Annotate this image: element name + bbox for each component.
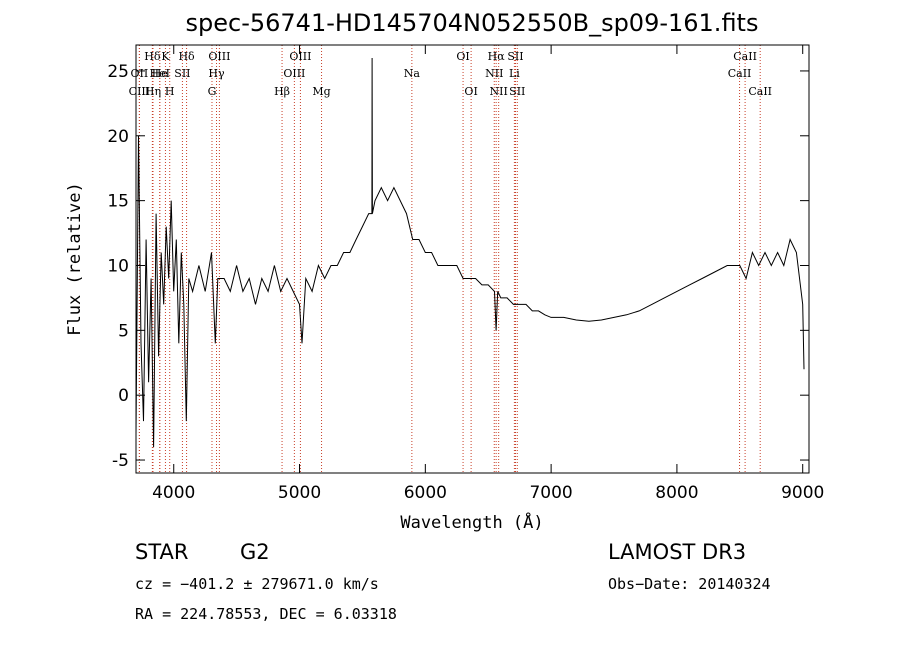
x-tick-label: 7000	[529, 483, 572, 503]
observation-date: Obs−Date: 20140324	[608, 575, 771, 593]
line-label: CaII	[748, 85, 772, 98]
redshift-cz: cz = −401.2 ± 279671.0 km/s	[135, 575, 379, 593]
line-label: Hδ	[144, 50, 161, 63]
line-label: CIII	[129, 85, 150, 98]
plot-frame	[135, 44, 810, 474]
y-tick-label: 20	[107, 127, 129, 147]
line-label: SII	[507, 50, 523, 63]
line-label: Li	[509, 67, 520, 80]
line-label: Hα	[488, 50, 506, 63]
x-tick-label: 4000	[152, 483, 195, 503]
y-tick-label: 25	[107, 62, 129, 82]
y-tick-label: -5	[112, 451, 129, 471]
x-axis-label: Wavelength (Å)	[400, 511, 543, 533]
y-tick-label: 0	[118, 386, 129, 406]
y-tick-label: 5	[118, 321, 129, 341]
emission-line-markers	[138, 45, 761, 473]
line-label: Hη	[145, 85, 161, 98]
line-label: SII	[509, 85, 525, 98]
survey-name: LAMOST DR3	[608, 540, 747, 564]
line-label: HeI	[150, 67, 170, 80]
flux-series-line	[135, 57, 805, 448]
line-label: OI	[456, 50, 469, 63]
line-label: H	[165, 85, 175, 98]
chart-title: spec-56741-HD145704N052550B_sp09-161.fit…	[186, 9, 759, 37]
line-label: OIII	[289, 50, 311, 63]
x-tick-label: 5000	[278, 483, 321, 503]
line-label: Hβ	[274, 85, 290, 98]
x-tick-label: 6000	[404, 483, 447, 503]
line-label: NII	[490, 85, 508, 98]
line-label: G	[208, 85, 217, 98]
object-subclass: G2	[240, 540, 270, 564]
line-label: OII	[131, 67, 149, 80]
x-tick-label: 8000	[655, 483, 698, 503]
line-label: Mg	[312, 85, 330, 98]
axis-ticks: 4000 5000 6000 7000 8000 9000 -5 0 5 10 15 20 25	[107, 45, 824, 503]
line-label: OI	[464, 85, 477, 98]
y-axis-label: Flux (relative)	[65, 182, 85, 336]
ra-dec-coordinates: RA = 224.78553, DEC = 6.03318	[135, 605, 397, 623]
line-label: Hδ	[178, 50, 195, 63]
y-tick-label: 15	[107, 192, 129, 212]
line-label: OIII	[283, 67, 305, 80]
line-label: CaII	[733, 50, 757, 63]
line-label: OIII	[208, 50, 230, 63]
line-label: Hγ	[208, 67, 225, 80]
y-tick-label: 10	[107, 256, 129, 276]
line-label: NII	[485, 67, 503, 80]
x-tick-label: 9000	[781, 483, 824, 503]
line-label: CaII	[728, 67, 752, 80]
line-label: Na	[404, 67, 421, 80]
line-label: SII	[174, 67, 190, 80]
line-label: K	[161, 50, 170, 63]
object-class: STAR	[135, 540, 189, 564]
line-label: He	[152, 67, 168, 80]
